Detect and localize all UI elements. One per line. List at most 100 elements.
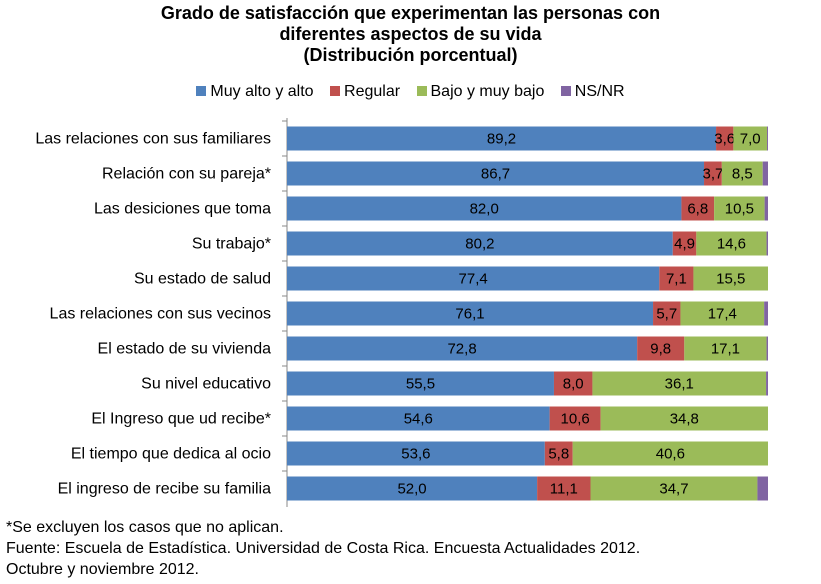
data-label-series-1: 80,2	[465, 236, 494, 253]
data-label-series-2: 8,0	[563, 376, 584, 393]
bar-segment-series-3	[590, 476, 758, 501]
category-label: Las desiciones que toma	[94, 201, 271, 218]
legend-label: Muy alto y alto	[210, 83, 314, 100]
bar-segment-series-3	[714, 196, 765, 221]
bar-segment-series-4	[757, 476, 768, 501]
legend-swatch	[196, 86, 207, 96]
bar-segment-series-3	[684, 336, 767, 361]
category-label: Su nivel educativo	[141, 376, 271, 393]
note-source: Fuente: Escuela de Estadística. Universi…	[6, 540, 641, 557]
bar-segment-series-2	[659, 266, 694, 291]
bar-segment-series-3	[680, 301, 765, 326]
data-label-series-3: 7,0	[740, 131, 761, 148]
bar-segment-series-4	[766, 231, 768, 256]
note-period: Octubre y noviembre 2012.	[6, 561, 199, 578]
legend-swatch	[330, 86, 341, 96]
bar-segment-series-4	[766, 336, 768, 361]
data-label-series-2: 9,8	[650, 341, 671, 358]
bar-segment-series-1	[287, 126, 717, 151]
data-label-series-3: 36,1	[665, 376, 694, 393]
bar-segment-series-2	[537, 476, 591, 501]
bar-segment-series-3	[696, 231, 767, 256]
bar-segment-series-1	[287, 406, 550, 431]
bar-segment-series-4	[766, 371, 768, 396]
data-label-series-3: 40,6	[656, 446, 685, 463]
chart-title-line-3: (Distribución porcentual)	[303, 45, 518, 65]
data-label-series-3: 17,4	[708, 306, 737, 323]
data-label-series-1: 53,6	[401, 446, 430, 463]
legend-item-series-1: Muy alto y alto	[196, 83, 314, 101]
legend-label: NS/NR	[574, 83, 625, 100]
bar-segment-series-1	[287, 336, 638, 361]
bar-segment-series-1	[287, 231, 673, 256]
data-label-series-3: 8,5	[732, 166, 753, 183]
category-label: El tiempo que dedica al ocio	[71, 446, 271, 463]
legend-item-series-4: NS/NR	[560, 83, 625, 101]
bar-segment-series-2	[716, 126, 734, 151]
data-label-series-3: 34,8	[670, 411, 699, 428]
category-label: Las relaciones con sus vecinos	[50, 306, 271, 323]
bar-segment-series-3	[600, 406, 768, 431]
bar-segment-series-2	[544, 441, 573, 466]
bar-segment-series-4	[764, 301, 768, 326]
data-label-series-2: 10,6	[561, 411, 590, 428]
data-label-series-1: 54,6	[404, 411, 433, 428]
legend-label: Regular	[344, 83, 401, 100]
category-label: El Ingreso que ud recibe*	[91, 411, 271, 428]
stacked-bar-chart: Las relaciones con sus familiares 89,2 3,6…	[35, 118, 768, 507]
data-label-series-2: 3,7	[702, 166, 723, 183]
legend-item-series-3: Bajo y muy bajo	[416, 83, 545, 101]
category-label: Relación con su pareja*	[102, 166, 271, 183]
category-label: El ingreso de recibe su familia	[58, 481, 272, 498]
bar-segment-series-1	[287, 371, 554, 396]
data-label-series-2: 5,8	[548, 446, 569, 463]
chart-title-line-2: diferentes aspectos de su vida	[279, 24, 542, 44]
note-exclusion: *Se excluyen los casos que no aplican.	[6, 519, 284, 536]
chart-legend: Muy alto y alto Regular Bajo y muy bajo …	[0, 83, 821, 101]
bar-segment-series-1	[287, 441, 545, 466]
data-label-series-1: 89,2	[487, 131, 516, 148]
bar-segment-series-2	[653, 301, 681, 326]
legend-swatch	[560, 86, 571, 96]
bar-segment-series-1	[287, 196, 682, 221]
data-label-series-2: 6,8	[687, 201, 708, 218]
bar-segment-series-3	[572, 441, 768, 466]
chart-title: Grado de satisfacción que experimentan l…	[0, 3, 821, 66]
category-label: El estado de su vivienda	[98, 341, 272, 358]
data-label-series-1: 77,4	[459, 271, 488, 288]
bar-segment-series-4	[764, 196, 768, 221]
bar-segment-series-1	[287, 301, 654, 326]
data-label-series-3: 10,5	[725, 201, 754, 218]
bar-segment-series-2	[681, 196, 715, 221]
bar-segment-series-2	[549, 406, 601, 431]
data-label-series-1: 55,5	[406, 376, 435, 393]
data-label-series-2: 11,1	[550, 481, 578, 498]
data-label-series-1: 82,0	[470, 201, 499, 218]
legend-label: Bajo y muy bajo	[430, 83, 545, 100]
bar-segment-series-4	[762, 161, 768, 186]
legend-item-series-2: Regular	[330, 83, 400, 101]
bar-segment-series-1	[287, 161, 705, 186]
category-label: Su estado de salud	[134, 271, 271, 288]
bar-segment-series-3	[592, 371, 767, 396]
bar-segment-series-1	[287, 476, 538, 501]
data-label-series-2: 3,6	[714, 131, 735, 148]
bar-segment-series-2	[704, 161, 722, 186]
data-label-series-3: 17,1	[711, 341, 740, 358]
category-label: Su trabajo*	[192, 236, 271, 253]
data-label-series-3: 14,6	[717, 236, 746, 253]
bar-segment-series-4	[767, 126, 768, 151]
chart-notes: *Se excluyen los casos que no aplican. F…	[6, 517, 640, 580]
data-label-series-3: 15,5	[716, 271, 745, 288]
data-label-series-1: 76,1	[455, 306, 484, 323]
data-label-series-1: 72,8	[447, 341, 476, 358]
data-label-series-3: 34,7	[659, 481, 688, 498]
chart-title-line-1: Grado de satisfacción que experimentan l…	[160, 3, 661, 23]
bar-segment-series-3	[693, 266, 768, 291]
category-label: Las relaciones con sus familiares	[35, 131, 271, 148]
bar-segment-series-2	[553, 371, 593, 396]
bar-segment-series-3	[733, 126, 768, 151]
data-label-series-1: 86,7	[481, 166, 510, 183]
bar-segment-series-2	[672, 231, 697, 256]
bar-segment-series-1	[287, 266, 660, 291]
